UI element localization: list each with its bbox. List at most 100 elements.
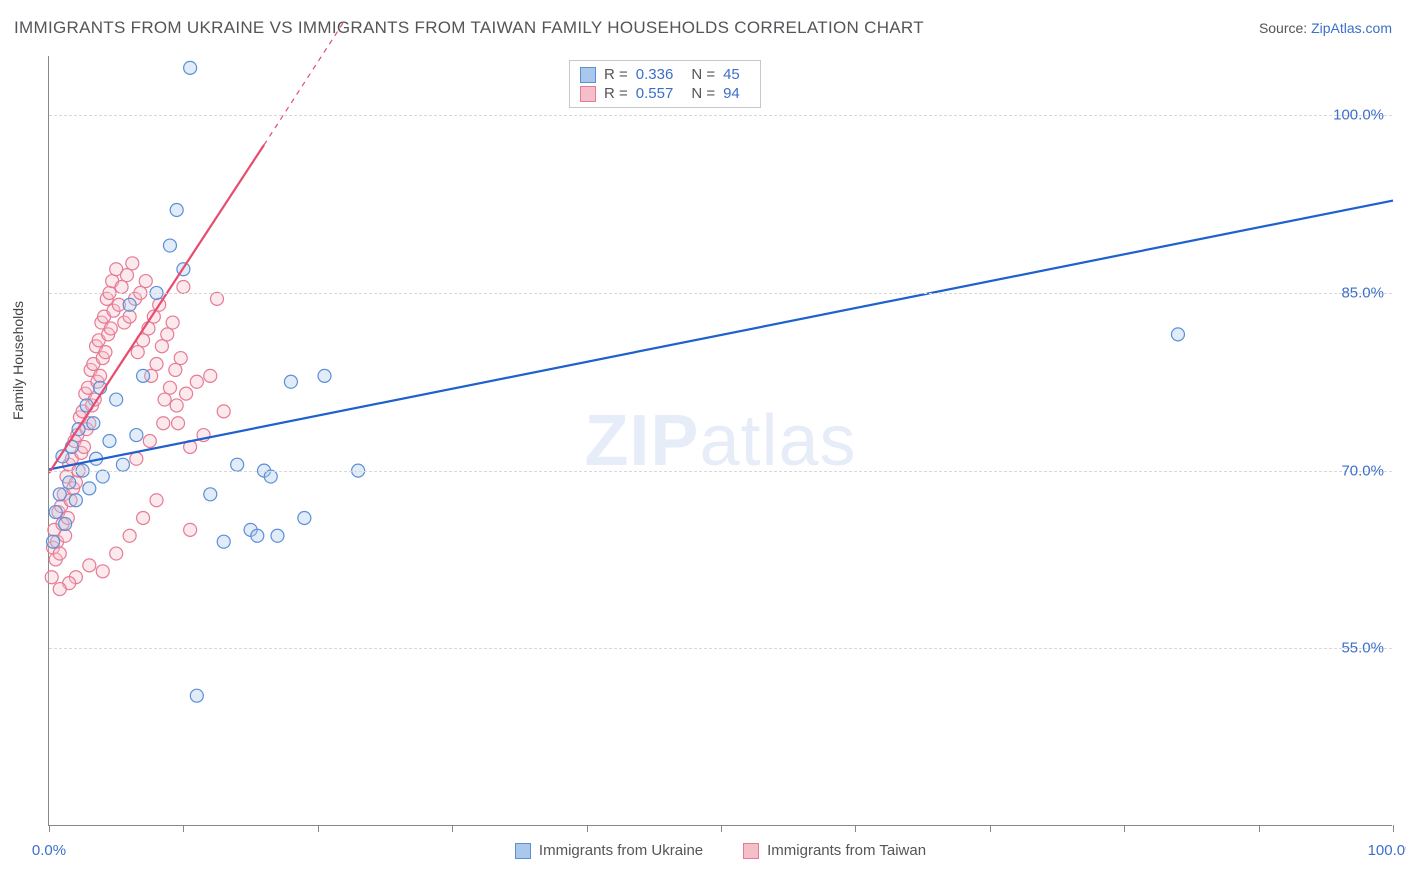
scatter-point: [204, 369, 217, 382]
scatter-point: [166, 316, 179, 329]
scatter-point: [123, 310, 136, 323]
legend-n-value: 94: [723, 85, 740, 102]
scatter-point: [116, 458, 129, 471]
scatter-point: [63, 476, 76, 489]
legend-row: R = 0.557 N = 94: [580, 84, 750, 103]
plot-area: ZIPatlas R = 0.336 N = 45 R = 0.557 N = …: [48, 56, 1392, 826]
scatter-point: [190, 689, 203, 702]
scatter-point: [155, 340, 168, 353]
scatter-point: [251, 529, 264, 542]
scatter-point: [45, 571, 58, 584]
scatter-point: [163, 239, 176, 252]
scatter-point: [53, 583, 66, 596]
scatter-point: [284, 375, 297, 388]
scatter-point: [157, 417, 170, 430]
scatter-point: [103, 435, 116, 448]
scatter-point: [131, 346, 144, 359]
x-tick: [452, 825, 453, 832]
scatter-point: [77, 440, 90, 453]
scatter-point: [177, 281, 190, 294]
scatter-point: [184, 61, 197, 74]
scatter-point: [83, 482, 96, 495]
legend-r-value: 0.336: [636, 66, 674, 83]
scatter-point: [174, 352, 187, 365]
scatter-point: [169, 363, 182, 376]
scatter-point: [217, 535, 230, 548]
y-tick-label: 70.0%: [1341, 462, 1384, 479]
scatter-point: [170, 399, 183, 412]
scatter-point: [104, 322, 117, 335]
chart-header: IMMIGRANTS FROM UKRAINE VS IMMIGRANTS FR…: [14, 18, 1392, 38]
scatter-point: [49, 506, 62, 519]
source-link[interactable]: ZipAtlas.com: [1311, 20, 1392, 36]
scatter-point: [115, 281, 128, 294]
legend-row: R = 0.336 N = 45: [580, 65, 750, 84]
x-tick: [721, 825, 722, 832]
scatter-point: [184, 523, 197, 536]
scatter-point: [161, 328, 174, 341]
legend-label: Immigrants from Taiwan: [767, 842, 926, 859]
scatter-point: [150, 358, 163, 371]
scatter-point: [69, 494, 82, 507]
plot-svg: [49, 56, 1392, 825]
scatter-point: [158, 393, 171, 406]
legend-r-value: 0.557: [636, 85, 674, 102]
scatter-point: [110, 547, 123, 560]
y-tick-label: 85.0%: [1341, 284, 1384, 301]
scatter-point: [137, 512, 150, 525]
gridline: [49, 648, 1392, 649]
legend-n-value: 45: [723, 66, 740, 83]
scatter-point: [180, 387, 193, 400]
chart-source: Source: ZipAtlas.com: [1259, 20, 1392, 36]
legend-n-label: N =: [691, 66, 715, 83]
scatter-point: [96, 470, 109, 483]
scatter-point: [53, 547, 66, 560]
scatter-point: [110, 393, 123, 406]
scatter-point: [217, 405, 230, 418]
scatter-point: [123, 529, 136, 542]
scatter-point: [53, 488, 66, 501]
scatter-point: [211, 292, 224, 305]
scatter-point: [126, 257, 139, 270]
scatter-point: [47, 535, 60, 548]
chart-container: IMMIGRANTS FROM UKRAINE VS IMMIGRANTS FR…: [0, 0, 1406, 892]
scatter-point: [163, 381, 176, 394]
scatter-point: [231, 458, 244, 471]
x-tick: [855, 825, 856, 832]
x-tick: [1124, 825, 1125, 832]
legend-r-label: R =: [604, 66, 628, 83]
legend-n-label: N =: [691, 85, 715, 102]
scatter-point: [1171, 328, 1184, 341]
scatter-point: [271, 529, 284, 542]
correlation-legend: R = 0.336 N = 45 R = 0.557 N = 94: [569, 60, 761, 108]
scatter-point: [96, 565, 109, 578]
series-legend: Immigrants from Ukraine Immigrants from T…: [49, 842, 1392, 859]
x-tick: [183, 825, 184, 832]
scatter-point: [83, 559, 96, 572]
scatter-point: [318, 369, 331, 382]
y-tick-label: 100.0%: [1333, 107, 1384, 124]
scatter-point: [150, 494, 163, 507]
x-tick-label: 0.0%: [32, 842, 66, 859]
scatter-point: [170, 204, 183, 217]
gridline: [49, 115, 1392, 116]
scatter-point: [264, 470, 277, 483]
scatter-point: [130, 429, 143, 442]
source-prefix: Source:: [1259, 20, 1311, 36]
scatter-point: [130, 452, 143, 465]
scatter-point: [87, 417, 100, 430]
scatter-point: [94, 369, 107, 382]
legend-item: Immigrants from Taiwan: [743, 842, 926, 859]
x-tick: [1259, 825, 1260, 832]
gridline: [49, 471, 1392, 472]
scatter-point: [120, 269, 133, 282]
legend-swatch: [580, 67, 596, 83]
scatter-point: [137, 369, 150, 382]
trend-line: [49, 201, 1393, 470]
trend-line-extension: [264, 20, 345, 144]
legend-item: Immigrants from Ukraine: [515, 842, 703, 859]
legend-r-label: R =: [604, 85, 628, 102]
scatter-point: [139, 275, 152, 288]
x-tick-label: 100.0%: [1368, 842, 1406, 859]
y-axis-label: Family Households: [10, 301, 26, 420]
